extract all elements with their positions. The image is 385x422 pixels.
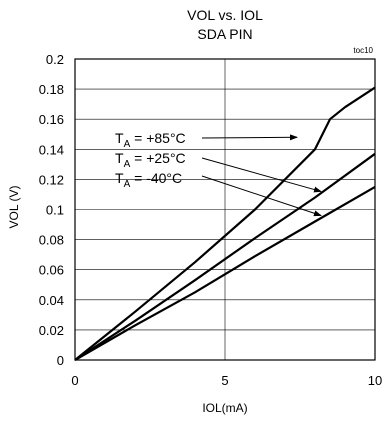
annotation-label: TA = -40°C bbox=[115, 170, 182, 190]
x-tick-label: 0 bbox=[71, 373, 78, 388]
annotation-label: TA = +85°C bbox=[115, 130, 186, 150]
y-tick-label: 0.1 bbox=[46, 203, 64, 218]
annotation-label: TA = +25°C bbox=[115, 150, 186, 170]
figure-id: toc10 bbox=[353, 46, 373, 55]
y-tick-label: 0.08 bbox=[39, 233, 64, 248]
grid-layer bbox=[74, 58, 376, 361]
annotation-subscript: A bbox=[124, 159, 131, 170]
annotation-subscript: A bbox=[124, 139, 131, 150]
x-axis-label: IOL(mA) bbox=[202, 401, 247, 415]
annotation-text-pre: T bbox=[115, 170, 124, 186]
annotation-layer: TA = +85°CTA = +25°CTA = -40°C bbox=[115, 130, 322, 217]
annotation-arrow bbox=[201, 134, 298, 141]
plot-frame bbox=[74, 58, 376, 361]
annotation-text-post: = +85°C bbox=[130, 130, 185, 146]
y-axis-label: VOL (V) bbox=[7, 186, 21, 229]
y-tick-label: 0.06 bbox=[39, 263, 64, 278]
annotation-arrow bbox=[201, 175, 322, 217]
annotation-text-pre: T bbox=[115, 130, 124, 146]
series-layer bbox=[74, 86, 376, 361]
annotation-text-post: = +25°C bbox=[130, 150, 185, 166]
y-tick-label: 0.14 bbox=[39, 142, 64, 157]
y-tick-label: 0.04 bbox=[39, 293, 64, 308]
tick-layer: 0 0.02 0.04 0.06 0.08 0.1 0.12 0.14 0.16 0.18 0.2 0… bbox=[39, 52, 383, 388]
y-tick-label: 0.12 bbox=[39, 172, 64, 187]
chart-subtitle: SDA PIN bbox=[197, 26, 252, 42]
annotation-text-post: = -40°C bbox=[130, 170, 182, 186]
y-tick-label: 0.02 bbox=[39, 323, 64, 338]
annotation-subscript: A bbox=[124, 179, 131, 190]
y-tick-label: 0 bbox=[57, 353, 64, 368]
annotation-arrow bbox=[201, 157, 322, 193]
series-line-2 bbox=[74, 152, 376, 361]
y-tick-label: 0.18 bbox=[39, 82, 64, 97]
x-tick-label: 5 bbox=[221, 373, 228, 388]
annotation-text-pre: T bbox=[115, 150, 124, 166]
y-tick-label: 0.16 bbox=[39, 112, 64, 127]
chart-title: VOL vs. IOL bbox=[187, 7, 263, 23]
x-tick-label: 10 bbox=[368, 373, 382, 388]
series-line-3 bbox=[74, 185, 376, 361]
series-line-1 bbox=[74, 86, 376, 361]
y-tick-label: 0.2 bbox=[46, 52, 64, 67]
